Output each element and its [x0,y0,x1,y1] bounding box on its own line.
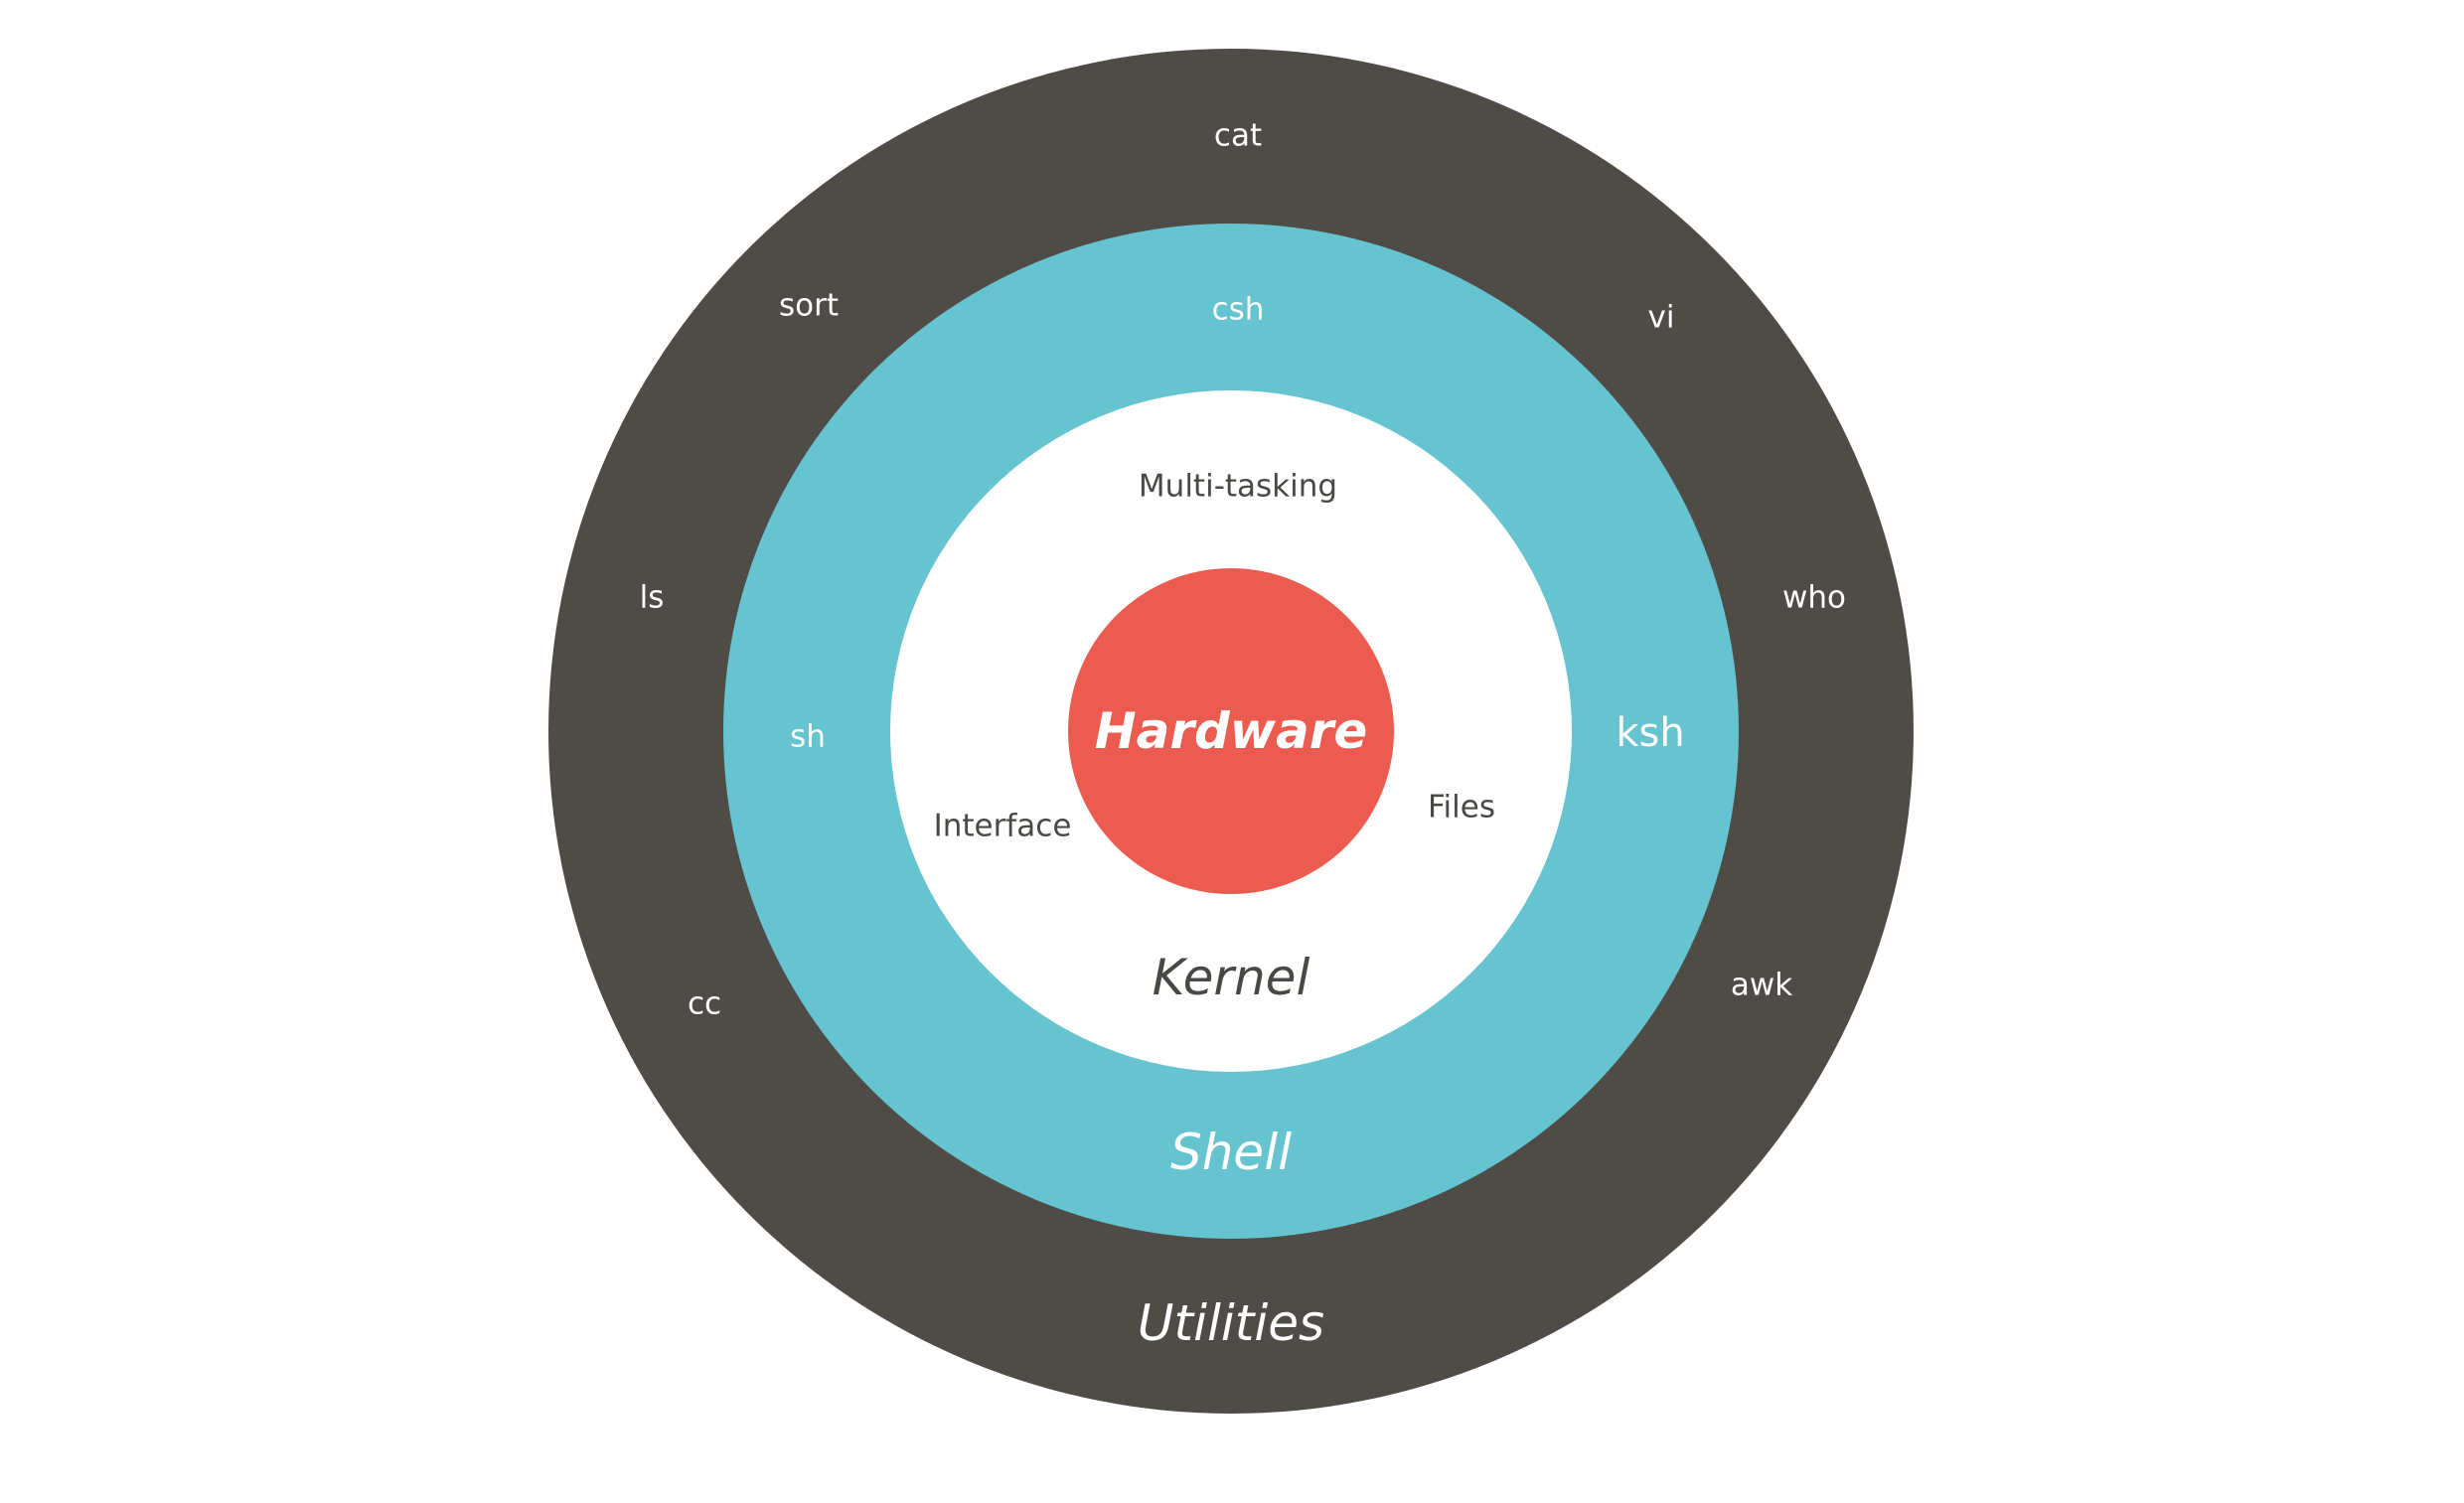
shell-title: Shell [1170,1124,1292,1181]
kernel-title: Kernel [1152,949,1310,1006]
utility-sort: sort [778,287,840,324]
hardware-core [1068,568,1394,894]
kernel-multitasking: Multi-tasking [1138,468,1338,505]
utility-who: who [1782,579,1846,616]
shell-ksh: ksh [1616,710,1685,756]
utility-cc: cc [687,985,722,1022]
hardware-title: Hardware [1094,702,1368,760]
kernel-files: Files [1427,789,1496,826]
utility-cat: cat [1213,117,1263,154]
utility-vi: vi [1647,299,1675,336]
utilities-title: Utilities [1137,1294,1325,1352]
utility-ls: ls [639,579,665,616]
kernel-interface: Interface [933,808,1072,844]
shell-sh: sh [790,718,826,755]
shell-csh: csh [1211,291,1265,328]
utility-awk: awk [1730,967,1793,1003]
